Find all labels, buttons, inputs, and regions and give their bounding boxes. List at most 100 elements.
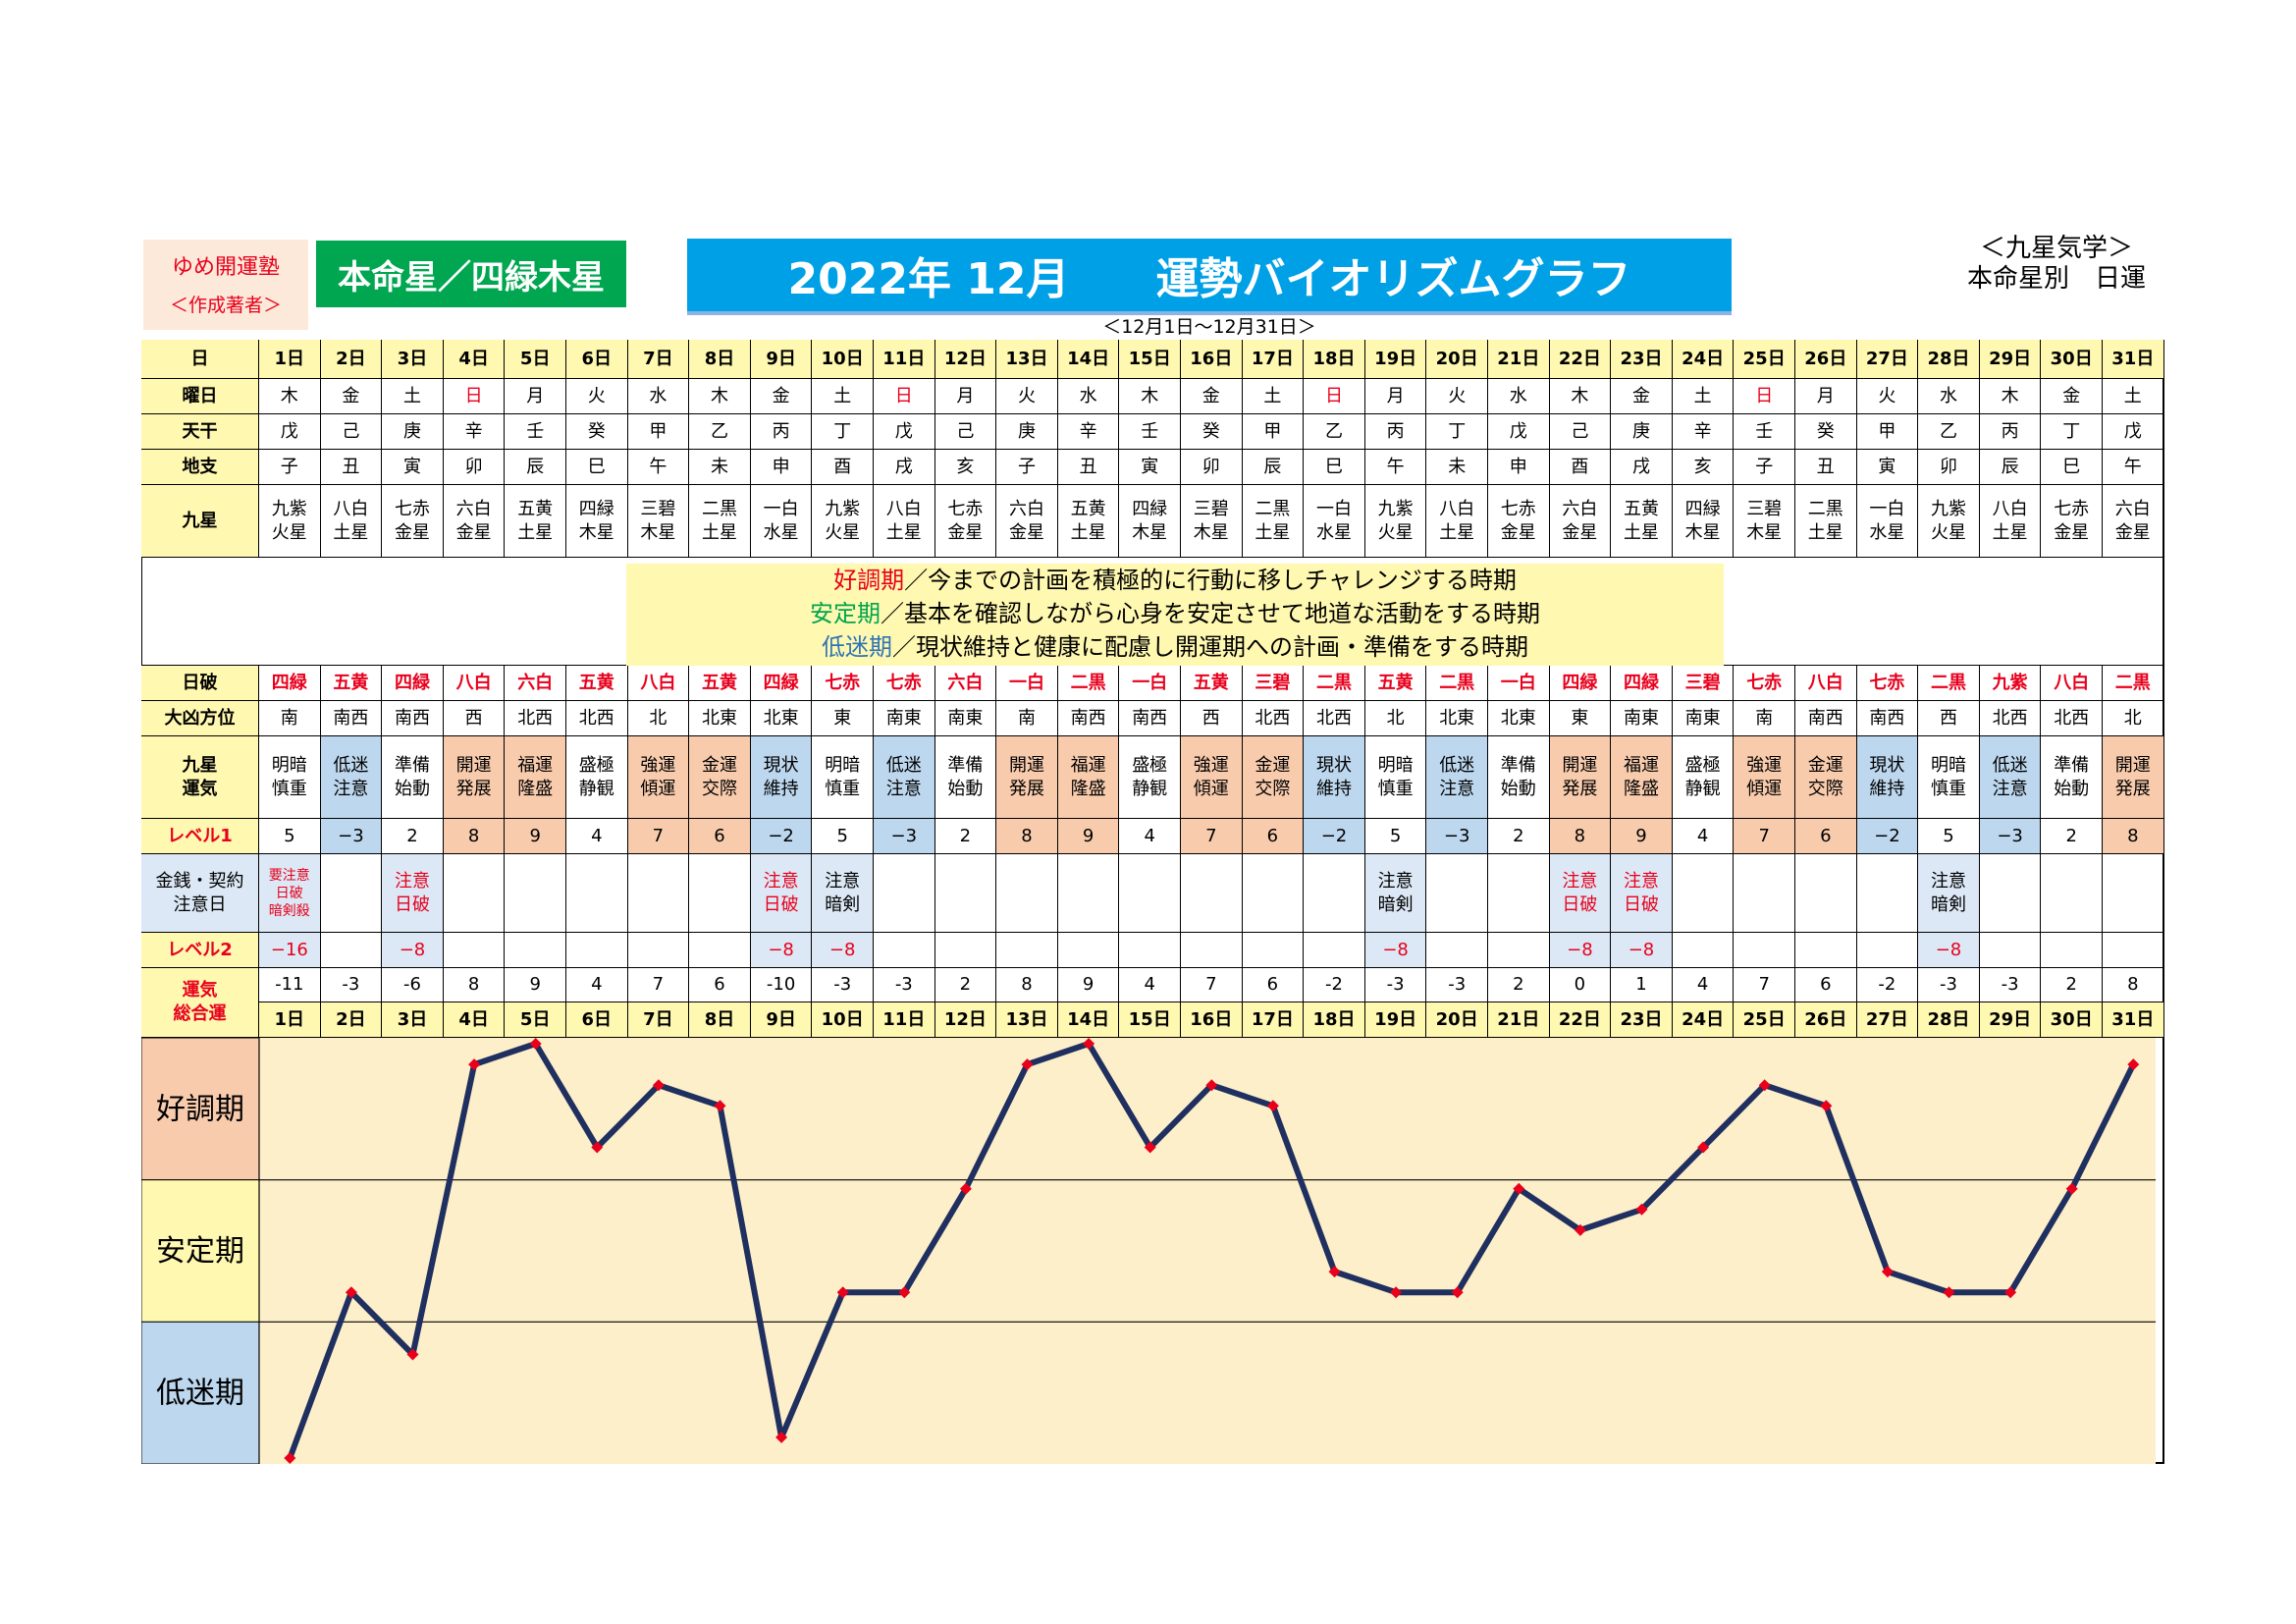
- data-point: [714, 1100, 726, 1112]
- legend-box: 好調期／今までの計画を積極的に行動に移しチャレンジする時期 安定期／基本を確認し…: [626, 564, 1724, 666]
- level2-cell: [1734, 933, 1795, 968]
- kan-cell: 乙: [1918, 414, 1980, 450]
- level1-cell: 6: [689, 819, 751, 854]
- daikyo-cell: 西: [443, 701, 506, 736]
- total-cell: -6: [382, 968, 444, 1002]
- weekday-cell: 土: [382, 379, 444, 414]
- date-range: ＜12月1日～12月31日＞: [1102, 316, 1316, 338]
- kyusei-cell: 五黄 土星: [505, 485, 566, 558]
- legend-low: 低迷期／現状維持と健康に配慮し開運期への計画・準備をする時期: [626, 630, 1724, 664]
- kan-cell: 庚: [382, 414, 444, 450]
- kyusei-cell: 八白 土星: [874, 485, 935, 558]
- kinsen-cell: [1181, 854, 1243, 933]
- day-footer-cell: 18日: [1304, 1002, 1365, 1038]
- kinsen-cell: [1856, 854, 1919, 933]
- weekday-cell: 日: [1734, 379, 1795, 414]
- daikyo-cell: 南: [996, 701, 1058, 736]
- kinsen-cell: [1057, 854, 1120, 933]
- data-point: [1513, 1182, 1525, 1195]
- weekday-cell: 木: [1549, 379, 1612, 414]
- daikyo-cell: 南西: [382, 701, 444, 736]
- kinsen-cell: 注意 日破: [382, 854, 444, 933]
- data-point: [836, 1286, 849, 1299]
- level2-cell: [1057, 933, 1120, 968]
- day-cell: 22日: [1549, 340, 1612, 379]
- level2-cell: [627, 933, 690, 968]
- day-cell: 7日: [627, 340, 690, 379]
- kinsen-cell: [1672, 854, 1735, 933]
- legend-low-term: 低迷期: [822, 633, 892, 661]
- data-point: [1635, 1203, 1648, 1216]
- nippa-cell: 九紫: [1979, 666, 2042, 701]
- nippa-cell: 二黒: [1304, 666, 1365, 701]
- kinsen-cell: 注意 暗剣: [1364, 854, 1427, 933]
- kinsen-cell: [1304, 854, 1365, 933]
- unki-cell: 明暗 慎重: [259, 736, 321, 819]
- day-cell: 5日: [505, 340, 566, 379]
- weekday-cell: 土: [1242, 379, 1305, 414]
- day-footer-cell: 29日: [1979, 1002, 2042, 1038]
- kinsen-cell: 注意 日破: [1611, 854, 1673, 933]
- nippa-cell: 一白: [1488, 666, 1550, 701]
- day-footer-cell: 14日: [1057, 1002, 1120, 1038]
- daikyo-cell: 北西: [566, 701, 628, 736]
- day-footer-cell: 25日: [1734, 1002, 1795, 1038]
- row-label-weekday: 曜日: [141, 379, 259, 414]
- nippa-cell: 一白: [1119, 666, 1181, 701]
- daikyo-cell: 南東: [934, 701, 997, 736]
- data-point: [1758, 1079, 1771, 1092]
- unki-cell: 開運 発展: [1549, 736, 1612, 819]
- nippa-cell: 三碧: [1672, 666, 1735, 701]
- row-label-kyusei: 九星: [141, 485, 259, 558]
- nippa-cell: 七赤: [874, 666, 935, 701]
- kan-cell: 庚: [996, 414, 1058, 450]
- day-cell: 30日: [2041, 340, 2103, 379]
- shi-cell: 酉: [812, 450, 874, 485]
- day-cell: 26日: [1795, 340, 1857, 379]
- day-cell: 28日: [1918, 340, 1980, 379]
- level2-cell: −16: [259, 933, 321, 968]
- kan-cell: 甲: [1856, 414, 1919, 450]
- weekday-cell: 日: [443, 379, 506, 414]
- day-footer-cell: 11日: [874, 1002, 935, 1038]
- kyusei-cell: 五黄 土星: [1057, 485, 1120, 558]
- weekday-cell: 木: [259, 379, 321, 414]
- level2-cell: [1856, 933, 1919, 968]
- level2-cell: [2103, 933, 2164, 968]
- total-cell: -3: [812, 968, 874, 1002]
- weekday-cell: 木: [689, 379, 751, 414]
- kyusei-cell: 六白 金星: [443, 485, 506, 558]
- nippa-cell: 六白: [505, 666, 566, 701]
- unki-cell: 準備 始動: [934, 736, 997, 819]
- daikyo-cell: 南: [259, 701, 321, 736]
- day-cell: 27日: [1856, 340, 1919, 379]
- kinsen-cell: 注意 日破: [1549, 854, 1612, 933]
- unki-cell: 福運 隆盛: [1057, 736, 1120, 819]
- kan-cell: 癸: [1795, 414, 1857, 450]
- nippa-cell: 二黒: [1426, 666, 1488, 701]
- kan-cell: 甲: [1242, 414, 1305, 450]
- data-point: [1144, 1141, 1156, 1154]
- weekday-cell: 月: [505, 379, 566, 414]
- daikyo-cell: 南東: [1672, 701, 1735, 736]
- daikyo-cell: 南西: [1119, 701, 1181, 736]
- level2-cell: [320, 933, 383, 968]
- level2-cell: [996, 933, 1058, 968]
- kinsen-cell: [320, 854, 383, 933]
- weekday-cell: 日: [874, 379, 935, 414]
- kyusei-cell: 四緑 木星: [1119, 485, 1181, 558]
- kyusei-cell: 一白 水星: [1304, 485, 1365, 558]
- level2-cell: [1181, 933, 1243, 968]
- shi-cell: 卯: [443, 450, 506, 485]
- shi-cell: 未: [1426, 450, 1488, 485]
- row-label-kan: 天干: [141, 414, 259, 450]
- kan-cell: 壬: [1119, 414, 1181, 450]
- daikyo-cell: 西: [1918, 701, 1980, 736]
- row-label-daikyo: 大凶方位: [141, 701, 259, 736]
- shi-cell: 申: [1488, 450, 1550, 485]
- level1-cell: 8: [2103, 819, 2164, 854]
- data-point: [2065, 1182, 2078, 1195]
- kyusei-cell: 九紫 火星: [1918, 485, 1980, 558]
- daikyo-cell: 北西: [1304, 701, 1365, 736]
- daikyo-cell: 北: [2103, 701, 2164, 736]
